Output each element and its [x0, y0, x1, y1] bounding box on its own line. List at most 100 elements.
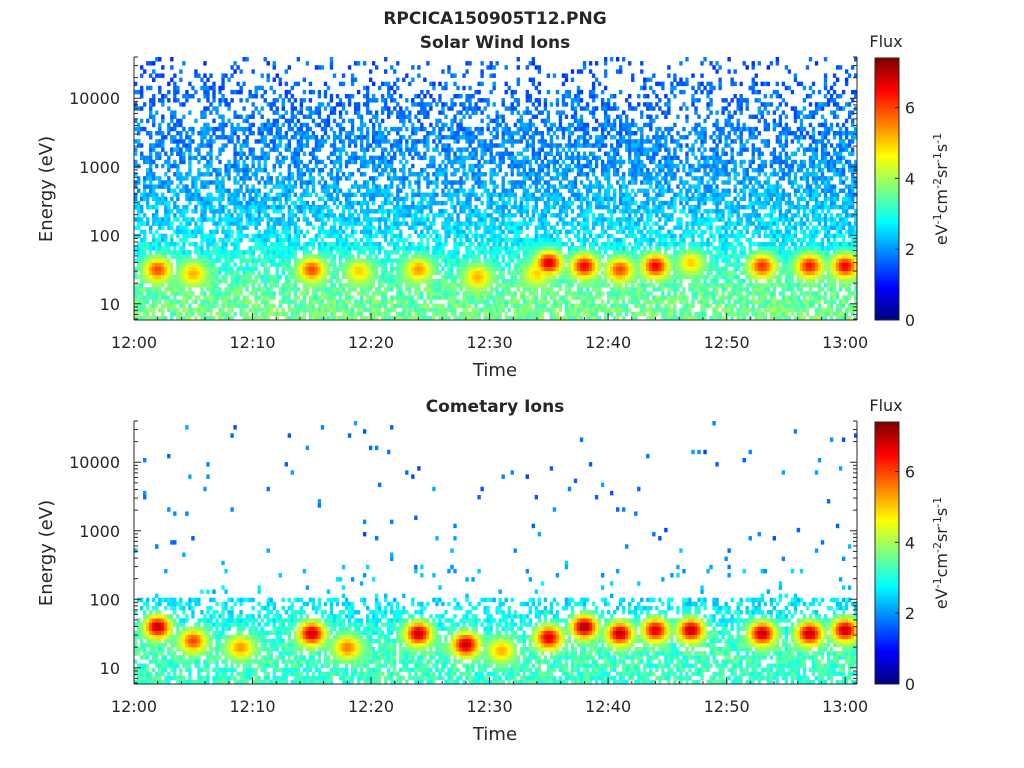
heatmap-cell — [502, 221, 505, 225]
heatmap-cell — [408, 242, 411, 246]
heatmap-cell — [140, 217, 143, 221]
heatmap-cell — [351, 217, 354, 221]
heatmap-cell — [405, 143, 408, 147]
heatmap-cell — [426, 115, 429, 119]
heatmap-cell — [221, 189, 224, 193]
heatmap-cell — [167, 283, 170, 287]
heatmap-cell — [221, 193, 224, 197]
heatmap-cell — [372, 217, 375, 221]
heatmap-cell — [233, 287, 236, 291]
heatmap-cell — [300, 172, 303, 176]
heatmap-cell — [520, 119, 523, 123]
heatmap-cell — [444, 291, 447, 295]
heatmap-cell — [170, 299, 173, 303]
heatmap-cell — [200, 246, 203, 250]
heatmap-cell — [285, 184, 288, 188]
heatmap-cell — [330, 246, 333, 250]
heatmap-cell — [465, 147, 468, 151]
heatmap-cell — [212, 131, 215, 135]
heatmap-cell — [489, 238, 492, 242]
heatmap-cell — [366, 209, 369, 213]
heatmap-cell — [333, 291, 336, 295]
heatmap-cell — [399, 160, 402, 164]
heatmap-cell — [390, 299, 393, 303]
heatmap-cell — [264, 291, 267, 295]
heatmap-cell — [477, 197, 480, 201]
heatmap-cell — [152, 217, 155, 221]
heatmap-cell — [203, 250, 206, 254]
heatmap-cell — [426, 291, 429, 295]
heatmap-cell — [315, 287, 318, 291]
heatmap-cell — [348, 139, 351, 143]
heatmap-cell — [318, 299, 321, 303]
heatmap-cell — [414, 143, 417, 147]
heatmap-cell — [303, 242, 306, 246]
heatmap-cell — [137, 291, 140, 295]
heatmap-cell — [363, 275, 366, 279]
heatmap-cell — [291, 246, 294, 250]
heatmap-cell — [152, 271, 155, 275]
heatmap-cell — [258, 271, 261, 275]
heatmap-cell — [146, 299, 149, 303]
heatmap-cell — [511, 271, 514, 275]
heatmap-cell — [276, 312, 279, 316]
heatmap-cell — [393, 283, 396, 287]
heatmap-cell — [155, 283, 158, 287]
heatmap-cell — [505, 152, 508, 156]
heatmap-cell — [499, 164, 502, 168]
heatmap-cell — [182, 242, 185, 246]
heatmap-cell — [369, 254, 372, 258]
heatmap-cell — [224, 98, 227, 102]
heatmap-cell — [333, 110, 336, 114]
heatmap-cell — [276, 119, 279, 123]
heatmap-cell — [414, 172, 417, 176]
heatmap-cell — [330, 98, 333, 102]
heatmap-cell — [523, 127, 526, 131]
heatmap-cell — [242, 271, 245, 275]
heatmap-cell — [294, 291, 297, 295]
heatmap-cell — [499, 262, 502, 266]
heatmap-cell — [429, 201, 432, 205]
heatmap-cell — [137, 262, 140, 266]
heatmap-cell — [399, 221, 402, 225]
heatmap-cell — [345, 258, 348, 262]
heatmap-cell — [209, 283, 212, 287]
heatmap-cell — [432, 283, 435, 287]
heatmap-cell — [230, 139, 233, 143]
heatmap-cell — [315, 65, 318, 69]
heatmap-cell — [306, 123, 309, 127]
heatmap-cell — [480, 279, 483, 283]
heatmap-cell — [330, 234, 333, 238]
heatmap-cell — [523, 164, 526, 168]
heatmap-cell — [435, 312, 438, 316]
heatmap-cell — [499, 205, 502, 209]
heatmap-cell — [179, 312, 182, 316]
heatmap-cell — [514, 291, 517, 295]
heatmap-cell — [432, 287, 435, 291]
heatmap-cell — [224, 221, 227, 225]
heatmap-cell — [288, 90, 291, 94]
heatmap-cell — [221, 225, 224, 229]
heatmap-cell — [215, 180, 218, 184]
heatmap-cell — [411, 262, 414, 266]
heatmap-cell — [526, 254, 529, 258]
heatmap-cell — [462, 209, 465, 213]
heatmap-cell — [236, 213, 239, 217]
heatmap-cell — [327, 209, 330, 213]
heatmap-cell — [158, 254, 161, 258]
heatmap-cell — [390, 156, 393, 160]
heatmap-cell — [218, 123, 221, 127]
heatmap-cell — [209, 275, 212, 279]
heatmap-cell — [285, 238, 288, 242]
heatmap-cell — [517, 304, 520, 308]
heatmap-cell — [297, 139, 300, 143]
heatmap-cell — [396, 258, 399, 262]
heatmap-cell — [378, 123, 381, 127]
heatmap-cell — [520, 201, 523, 205]
heatmap-cell — [420, 127, 423, 131]
heatmap-cell — [336, 304, 339, 308]
heatmap-cell — [300, 98, 303, 102]
heatmap-cell — [532, 205, 535, 209]
heatmap-cell — [369, 189, 372, 193]
heatmap-cell — [261, 250, 264, 254]
